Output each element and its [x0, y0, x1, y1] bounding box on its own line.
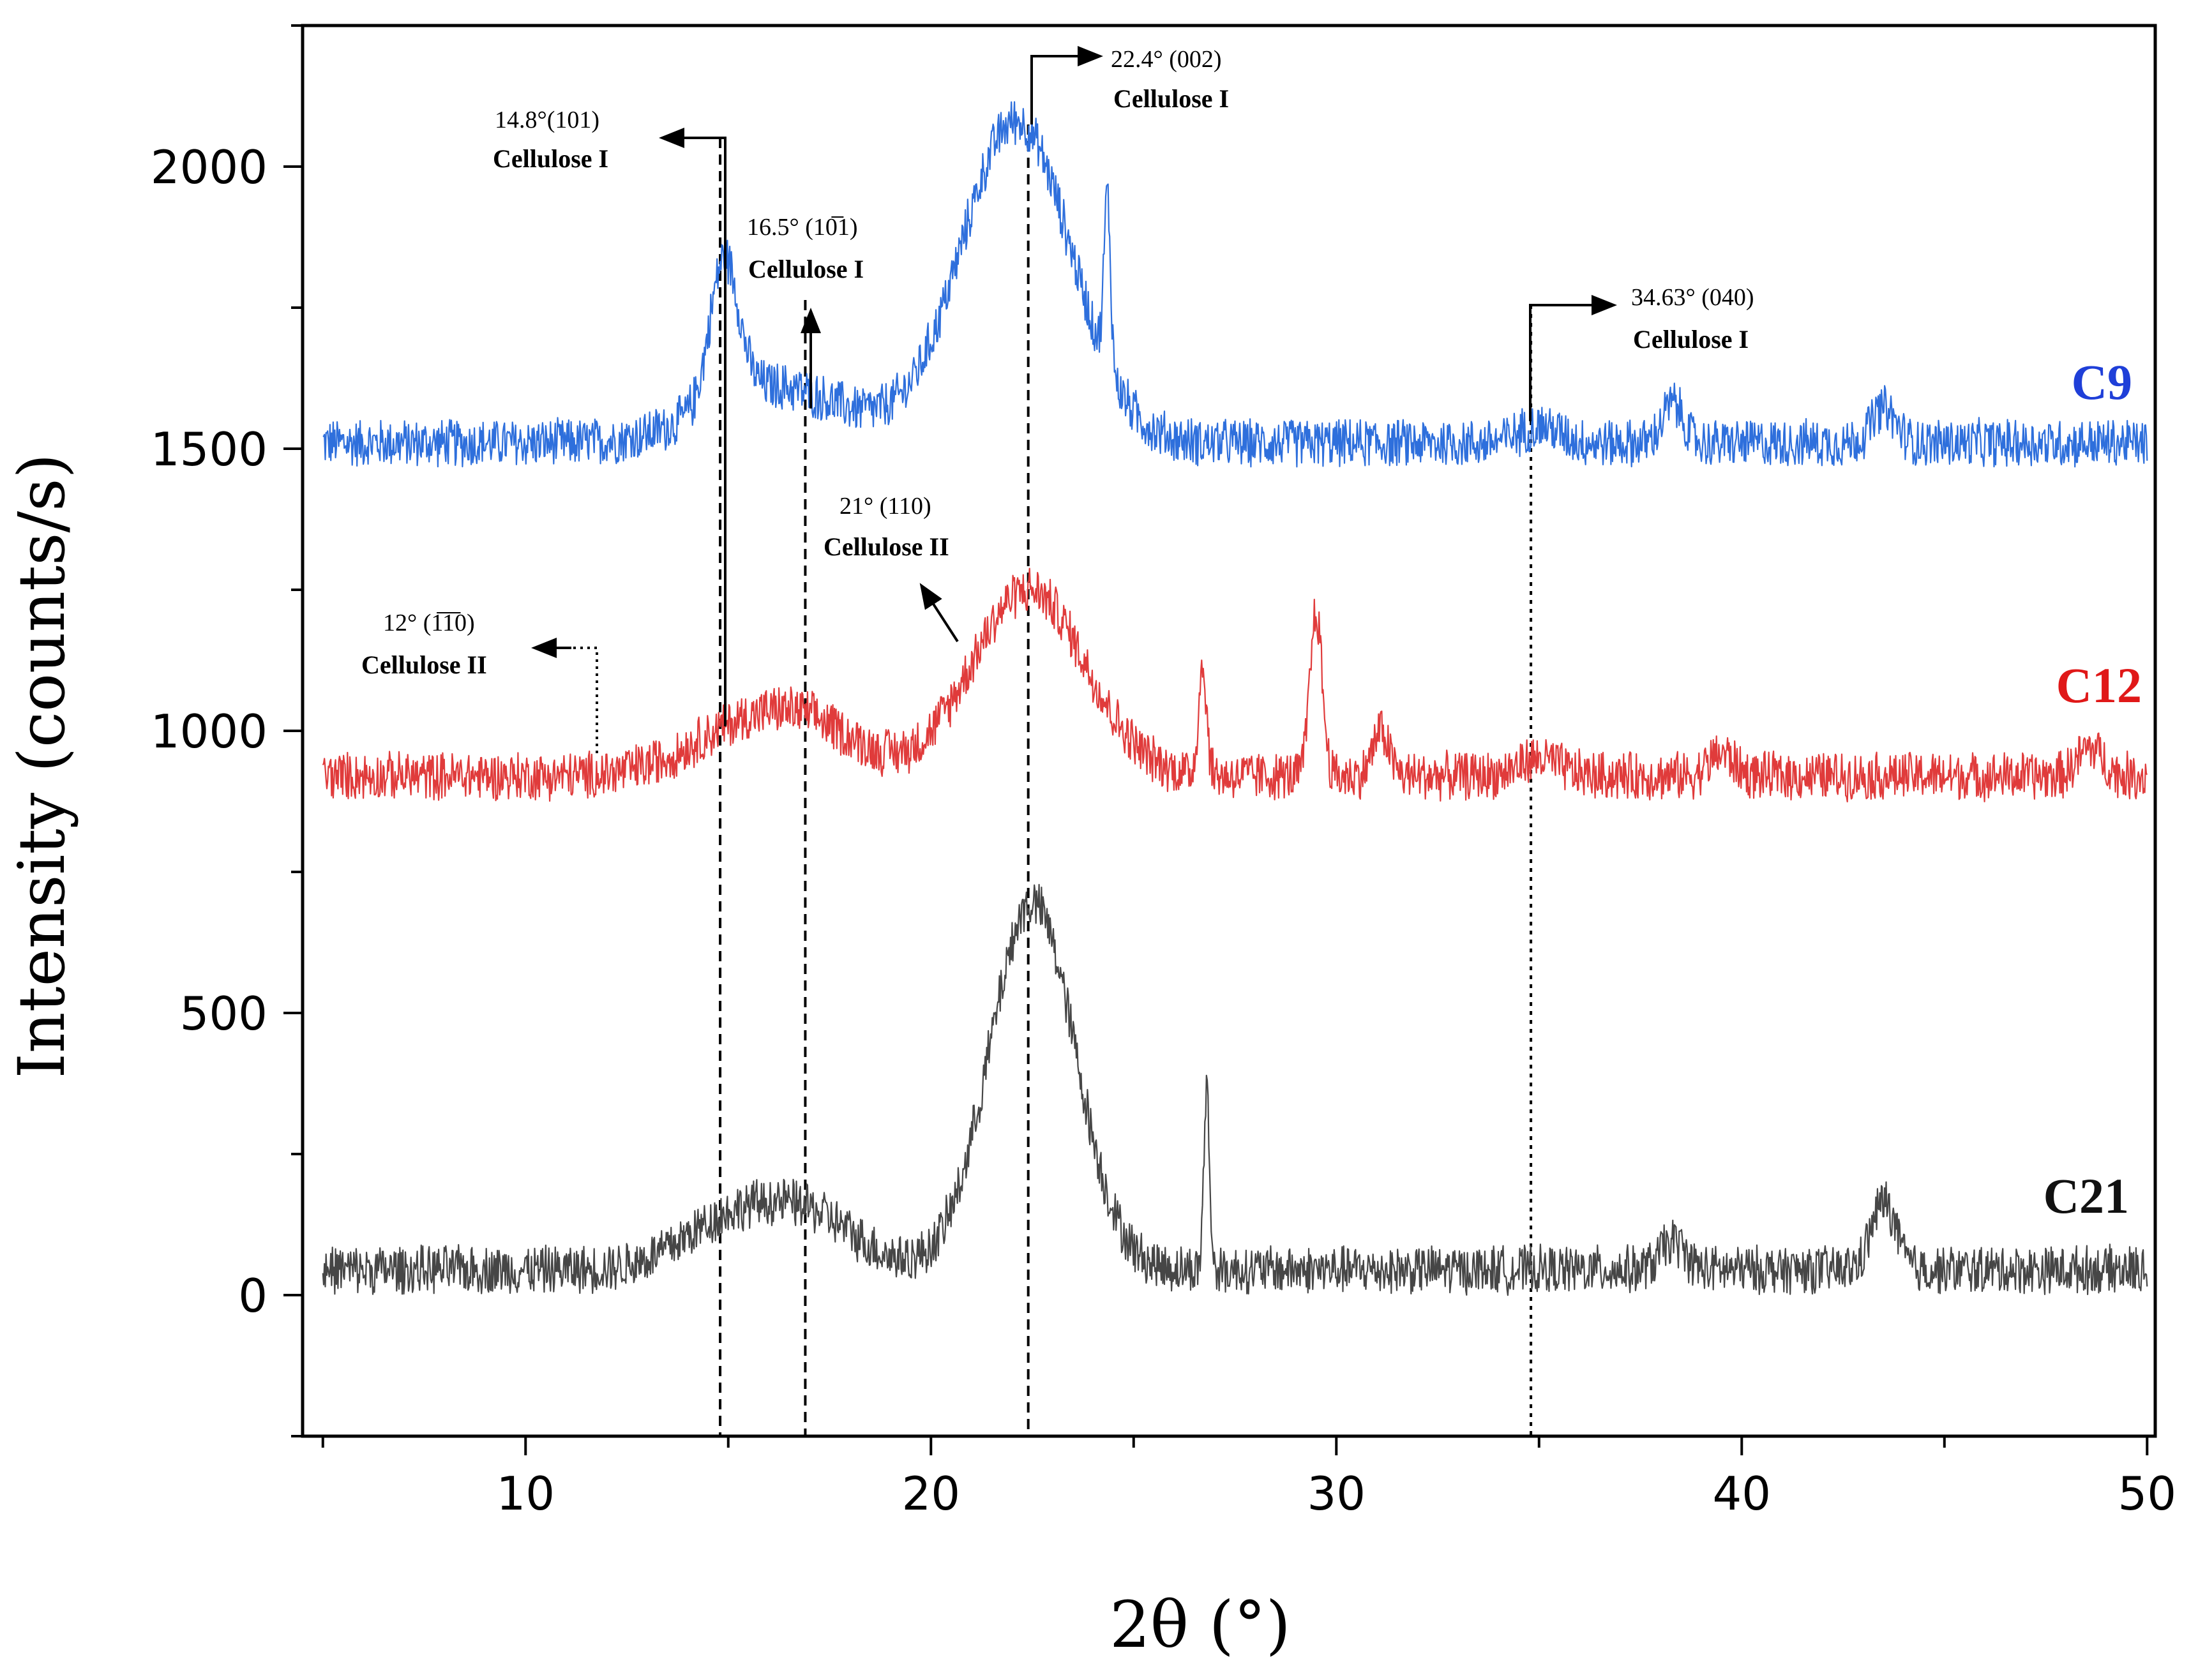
y-tick-label: 500 — [180, 987, 267, 1040]
series-label-c9: C9 — [2072, 354, 2132, 410]
annotation-12-angle: 12° (1̅1̅0) — [383, 610, 475, 636]
pointer-14-8 — [702, 137, 726, 726]
x-ticks: 10 20 30 40 50 — [321, 1436, 2176, 1520]
series-group — [322, 101, 2148, 1296]
arrow-21 — [919, 583, 959, 643]
y-tick-label: 2000 — [151, 140, 267, 194]
annotation-34-63-angle: 34.63° (040) — [1631, 284, 1754, 311]
y-tick-label: 0 — [238, 1269, 267, 1323]
annotation-22-4-angle: 22.4° (002) — [1111, 46, 1222, 73]
annotation-12-phase: Cellulose II — [361, 650, 487, 679]
series-line-c21 — [322, 883, 2148, 1296]
annotation-22-4-phase: Cellulose I — [1113, 84, 1229, 113]
series-line-c12 — [322, 567, 2148, 803]
y-tick-label: 1000 — [151, 705, 267, 758]
pointer-12 — [571, 647, 598, 753]
y-axis-title: Intensity (counts/s) — [4, 453, 79, 1078]
series-label-c12: C12 — [2056, 657, 2142, 713]
annotations: 14.8°(101) Cellulose I 16.5° (10̅1) Cell… — [361, 46, 1754, 679]
annotation-pointers — [531, 46, 1617, 753]
x-tick-label: 40 — [1712, 1467, 1771, 1520]
annotation-16-5-angle: 16.5° (10̅1) — [747, 214, 858, 241]
annotation-21-angle: 21° (110) — [839, 493, 931, 520]
annotation-16-5-phase: Cellulose I — [748, 255, 864, 283]
x-axis-title: 2θ (°) — [1110, 1587, 1291, 1662]
pointer-22-4 — [1030, 55, 1053, 124]
series-line-c9 — [322, 101, 2148, 468]
x-tick-label: 50 — [2118, 1467, 2176, 1520]
annotation-21-phase: Cellulose II — [824, 532, 949, 561]
x-tick-label: 20 — [901, 1467, 960, 1520]
y-ticks: 0 500 1000 1500 2000 — [151, 24, 303, 1437]
y-tick-label: 1500 — [151, 423, 267, 476]
annotation-34-63-phase: Cellulose I — [1633, 325, 1749, 354]
series-label-c21: C21 — [2044, 1168, 2129, 1224]
x-tick-label: 30 — [1307, 1467, 1366, 1520]
x-tick-label: 10 — [496, 1467, 555, 1520]
annotation-14-8-angle: 14.8°(101) — [495, 107, 599, 133]
pointer-34-63 — [1529, 304, 1564, 421]
annotation-14-8-phase: Cellulose I — [493, 144, 608, 173]
